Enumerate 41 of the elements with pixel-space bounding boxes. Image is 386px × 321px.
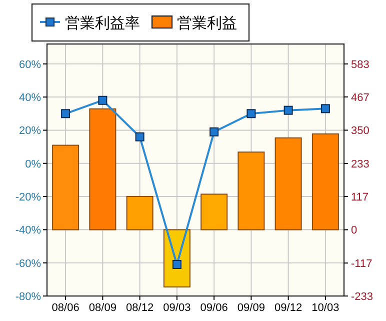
x-tick-label: 09/12 [274,302,302,314]
bar [52,144,80,230]
x-tick-label: 09/09 [237,302,265,314]
point [172,260,182,269]
x-tick-label: 09/03 [163,302,191,314]
y2-tick-label: 117 [351,191,369,204]
bar [238,152,265,230]
y2-tick-label: -117 [351,258,372,270]
bar [312,133,339,230]
bar [126,196,154,230]
x-tick-label: 08/09 [88,302,116,314]
x-tick-label: 08/12 [126,302,154,314]
y2-tick-label: 350 [351,125,370,138]
x-tick-label: 09/06 [200,302,228,314]
bar [274,137,302,230]
point [135,132,144,142]
point [98,96,108,105]
y-tick-label: 40% [18,92,42,104]
point [246,109,256,118]
point [210,127,219,136]
y-tick-label: 20% [18,125,42,138]
y-tick-label: -60% [15,258,42,270]
y-tick-label: 0% [25,158,42,170]
x-tick-label: 08/06 [52,302,80,314]
y2-tick-label: 233 [351,158,370,170]
y-tick-label: -20% [15,192,42,204]
bar [200,194,228,230]
x-tick-label: 10/03 [312,302,340,314]
point [61,109,70,118]
point [284,106,293,115]
y-tick-label: -80% [15,291,42,303]
y-tick-label: -40% [15,224,42,237]
point [320,104,330,114]
y2-tick-label: 583 [351,58,370,71]
y2-tick-label: 0 [351,224,358,237]
y2-tick-label: 467 [351,92,370,104]
legend-label: 営業利益率 [65,15,140,32]
legend-label: 営業利益 [177,15,237,32]
y-tick-label: 60% [18,58,42,71]
y2-tick-label: -233 [351,291,374,303]
bar [89,108,116,230]
